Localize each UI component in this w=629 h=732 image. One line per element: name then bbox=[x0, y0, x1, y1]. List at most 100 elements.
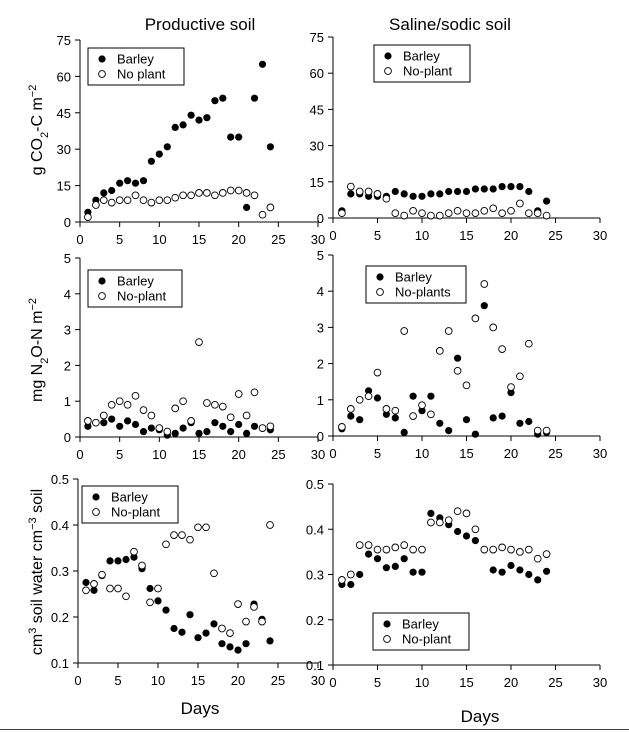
x-tick-label: 30 bbox=[593, 228, 607, 243]
x-tick-label: 5 bbox=[114, 673, 121, 688]
x-tick-label: 20 bbox=[231, 447, 245, 462]
data-point-open bbox=[92, 201, 100, 209]
data-point-filled bbox=[210, 620, 218, 628]
data-point-open bbox=[84, 213, 92, 221]
x-tick-label: 10 bbox=[415, 446, 429, 461]
data-point-open bbox=[373, 190, 382, 198]
data-point-filled bbox=[507, 183, 515, 191]
series-barley bbox=[84, 415, 274, 439]
data-point-open bbox=[489, 323, 498, 332]
data-point-filled bbox=[418, 192, 426, 200]
data-point-open bbox=[107, 400, 116, 409]
data-point-open bbox=[147, 411, 156, 420]
data-point-open bbox=[516, 199, 524, 208]
data-point-open bbox=[507, 383, 515, 391]
data-point-open bbox=[373, 368, 382, 377]
data-point-filled bbox=[139, 177, 148, 185]
x-label-days-left: Days bbox=[181, 699, 220, 718]
data-point-filled bbox=[227, 428, 235, 436]
x-tick-label: 25 bbox=[548, 675, 562, 690]
data-point-open bbox=[218, 402, 227, 411]
chart-water-productive: 0.1 0.2 0.3 0.4 0.5 0 5 10 15 20 25 30 BarleyNo-plan… bbox=[51, 472, 325, 688]
series-barley bbox=[82, 553, 274, 654]
x-tick-label: 0 bbox=[76, 232, 83, 247]
data-point-filled bbox=[234, 646, 242, 654]
data-point-filled bbox=[436, 190, 444, 198]
data-point-filled bbox=[373, 394, 382, 402]
data-point-filled bbox=[170, 624, 178, 633]
data-point-filled bbox=[171, 123, 179, 131]
data-point-open bbox=[516, 548, 524, 556]
series-barley bbox=[84, 60, 274, 216]
data-point-filled bbox=[356, 416, 364, 424]
data-point-open bbox=[218, 624, 226, 633]
data-point-open bbox=[195, 338, 203, 346]
data-point-filled bbox=[347, 190, 355, 198]
data-point-open bbox=[507, 545, 515, 554]
data-point-filled bbox=[116, 179, 124, 187]
legend-label: Barley bbox=[395, 270, 432, 285]
data-point-open bbox=[480, 545, 489, 554]
x-tick-label: 5 bbox=[116, 447, 123, 462]
data-point-open bbox=[211, 400, 219, 409]
y-tick-label: 1 bbox=[64, 394, 71, 409]
data-point-open bbox=[171, 193, 180, 202]
data-point-open bbox=[364, 187, 373, 196]
data-point-filled bbox=[525, 570, 533, 579]
data-point-open bbox=[427, 211, 435, 220]
data-point-filled bbox=[471, 430, 479, 438]
data-point-filled bbox=[124, 177, 132, 185]
series-barley bbox=[338, 509, 551, 589]
data-point-filled bbox=[525, 187, 533, 196]
data-point-filled bbox=[82, 578, 90, 587]
legend-marker-open bbox=[98, 70, 106, 78]
data-point-filled bbox=[462, 187, 471, 196]
data-point-filled bbox=[480, 185, 488, 193]
data-point-filled bbox=[258, 60, 267, 68]
data-point-open bbox=[99, 196, 108, 205]
data-point-filled bbox=[400, 428, 408, 436]
data-point-open bbox=[516, 372, 524, 381]
data-point-filled bbox=[139, 428, 148, 436]
data-point-open bbox=[226, 186, 235, 195]
data-point-filled bbox=[146, 584, 154, 593]
legend-marker-open bbox=[92, 508, 100, 516]
legend-marker-filled bbox=[376, 273, 384, 281]
y-label-co2: g CO2-C m−2 bbox=[27, 85, 51, 176]
data-point-open bbox=[250, 388, 259, 397]
data-point-open bbox=[266, 521, 274, 529]
data-point-filled bbox=[471, 537, 479, 545]
x-tick-label: 30 bbox=[311, 673, 325, 688]
data-point-filled bbox=[266, 143, 274, 151]
legend-label: Barley bbox=[403, 49, 440, 64]
y-label-water: cm3 soil water cm−3 soil bbox=[27, 489, 46, 655]
data-point-filled bbox=[243, 429, 251, 437]
data-point-filled bbox=[162, 606, 170, 614]
x-tick-label: 10 bbox=[151, 673, 165, 688]
data-point-open bbox=[498, 209, 506, 218]
y-tick-label: 75 bbox=[57, 33, 71, 48]
data-point-open bbox=[178, 531, 186, 539]
data-point-filled bbox=[202, 629, 210, 637]
data-point-filled bbox=[108, 186, 116, 195]
data-point-open bbox=[373, 545, 382, 554]
data-point-open bbox=[418, 401, 426, 410]
data-point-filled bbox=[489, 185, 497, 193]
data-point-filled bbox=[90, 586, 98, 594]
y-tick-label: 0.2 bbox=[51, 610, 69, 625]
data-point-filled bbox=[462, 416, 471, 424]
data-point-open bbox=[266, 203, 275, 212]
data-point-open bbox=[427, 410, 435, 419]
data-point-open bbox=[364, 541, 373, 549]
data-point-open bbox=[162, 540, 170, 549]
data-point-open bbox=[138, 561, 146, 570]
x-tick-label: 0 bbox=[76, 447, 83, 462]
legend-box bbox=[87, 47, 185, 86]
data-point-open bbox=[444, 209, 453, 218]
data-point-open bbox=[542, 211, 551, 220]
data-point-filled bbox=[235, 133, 243, 141]
